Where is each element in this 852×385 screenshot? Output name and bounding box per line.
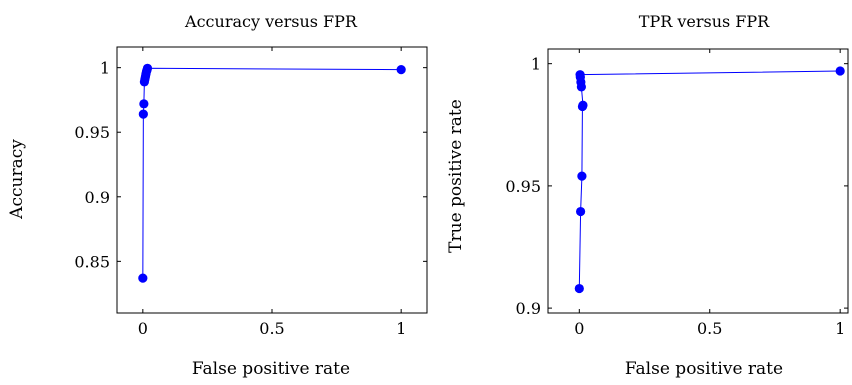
x-axis-label: False positive rate (192, 359, 350, 379)
plot-frame (547, 48, 849, 314)
y-tick-label: 0.95 (505, 177, 541, 196)
data-series (574, 66, 845, 294)
data-point (835, 66, 845, 76)
data-point (142, 63, 153, 73)
data-point (577, 171, 587, 181)
plot-frame (116, 46, 428, 314)
chart-title: TPR versus FPR (639, 12, 770, 31)
series-line (578, 70, 841, 289)
data-point (578, 100, 588, 110)
data-point (396, 64, 406, 75)
data-point (138, 273, 148, 283)
x-tick-label: 1 (396, 319, 406, 338)
y-tick-label: 0.9 (516, 299, 541, 318)
y-tick-label: 0.95 (74, 123, 110, 142)
data-point (575, 70, 585, 80)
data-point (574, 283, 584, 294)
data-series (138, 63, 406, 283)
x-tick-label: 0 (574, 319, 584, 338)
data-point (139, 99, 149, 109)
x-axis-ticks: 0 0.5 1 (138, 47, 406, 338)
y-axis-ticks: 0.9 0.95 1 (505, 55, 848, 318)
y-tick-label: 0.9 (85, 188, 110, 207)
x-axis-ticks: 0 0.5 1 (574, 49, 845, 338)
x-tick-label: 0.5 (259, 319, 284, 338)
chart-tpr-vs-fpr: TPR versus FPR 0 0.5 1 0.90.951 False posi… (446, 12, 849, 379)
y-axis-label: Accuracy (7, 139, 27, 220)
x-tick-label: 0 (138, 319, 148, 338)
chart-title: Accuracy versus FPR (184, 12, 358, 31)
x-axis-label: False positive rate (625, 359, 783, 379)
series-line (142, 67, 402, 279)
y-tick-label: 1 (100, 59, 110, 78)
x-tick-label: 1 (835, 319, 845, 338)
x-tick-label: 0.5 (697, 319, 722, 338)
chart-accuracy-vs-fpr: Accuracy versus FPR 0 0.5 1 0.850.90.951 F… (7, 12, 428, 379)
y-tick-label: 0.85 (74, 252, 110, 271)
y-tick-label: 1 (531, 55, 541, 74)
data-point (576, 206, 586, 217)
data-point (138, 109, 148, 119)
y-axis-label: True positive rate (446, 99, 466, 253)
y-axis-ticks: 0.85 0.9 0.95 1 (74, 59, 427, 271)
